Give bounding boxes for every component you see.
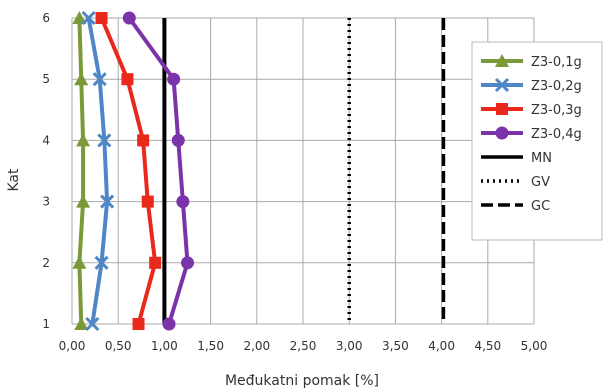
x-tick-label: 3,00 [336, 339, 363, 353]
grid [71, 17, 535, 325]
x-tick-label: 1,50 [197, 339, 224, 353]
legend: Z3-0,1g Z3-0,2g Z3-0,3g Z3-0,4g MN GV GC [471, 41, 603, 241]
data-point [74, 317, 89, 330]
legend-marker [496, 103, 508, 115]
data-point [81, 10, 96, 26]
x-tick-label: 0,00 [59, 339, 86, 353]
x-axis-title: Međukatni pomak [%] [225, 373, 379, 389]
data-point [85, 316, 100, 332]
legend-item: GC [481, 199, 550, 214]
y-tick-label: 4 [42, 133, 50, 147]
x-tick-label: 5,00 [521, 339, 548, 353]
legend-item: MN [481, 151, 552, 166]
legend-label: GC [531, 199, 550, 214]
legend-label: MN [531, 151, 552, 166]
x-tick-label: 4,00 [428, 339, 455, 353]
x-tick-label: 1,00 [151, 339, 178, 353]
data-point [171, 133, 185, 147]
data-point [181, 256, 194, 270]
y-axis-title: Kat [6, 168, 22, 192]
limit-lines [162, 18, 446, 324]
series-Z3-0,2g [81, 10, 115, 332]
data-point [141, 195, 154, 208]
series-line [77, 17, 86, 325]
data-point [94, 255, 109, 270]
data-point [76, 194, 91, 208]
data-point [72, 11, 87, 24]
data-point [76, 133, 91, 147]
legend-marker [495, 126, 509, 140]
legend-box [471, 41, 603, 241]
legend-marker [495, 54, 509, 67]
series-line [86, 17, 110, 325]
data-point [74, 72, 89, 86]
series-layer [72, 10, 194, 332]
data-point [122, 11, 136, 25]
y-tick-label: 2 [42, 256, 50, 270]
series-Z3-0,3g [95, 12, 162, 330]
x-tick-label: 2,00 [243, 339, 270, 353]
y-tick-label: 5 [42, 72, 50, 86]
series-Z3-0,1g [72, 11, 91, 330]
data-point [95, 12, 108, 24]
series-line [99, 17, 158, 325]
legend-item: Z3-0,3g [481, 103, 582, 118]
y-tick-label: 3 [42, 195, 50, 209]
y-tick-label: 6 [42, 11, 50, 25]
data-point [149, 256, 162, 269]
data-point [92, 72, 107, 87]
legend-item: Z3-0,4g [481, 126, 582, 142]
x-tick-label: 4,50 [474, 339, 501, 353]
legend-item: Z3-0,1g [481, 54, 582, 70]
legend-label: Z3-0,1g [531, 55, 582, 70]
legend-label: Z3-0,2g [531, 79, 582, 94]
data-point [167, 72, 181, 86]
x-tick-label: 2,50 [290, 339, 317, 353]
series-line [127, 16, 190, 325]
legend-label: Z3-0,3g [531, 103, 582, 118]
x-tick-label: 3,50 [382, 339, 409, 353]
legend-marker [494, 77, 510, 93]
legend-label: GV [531, 175, 550, 190]
y-tick-labels: 1 2 3 4 5 6 [42, 11, 50, 331]
data-point [121, 73, 134, 86]
data-point [132, 318, 145, 330]
data-point [162, 317, 176, 331]
y-tick-label: 1 [42, 317, 50, 331]
data-point [97, 133, 112, 148]
series-Z3-0,4g [122, 11, 194, 331]
legend-item: GV [481, 175, 550, 190]
data-point [137, 134, 150, 147]
legend-item: Z3-0,2g [481, 77, 582, 94]
data-point [72, 255, 87, 269]
x-tick-labels: 0,00 0,50 1,00 1,50 2,00 2,50 3,00 3,50 4,00 4,50… [59, 339, 548, 353]
legend-label: Z3-0,4g [531, 127, 582, 142]
data-point [100, 194, 115, 209]
x-tick-label: 0,50 [105, 339, 132, 353]
data-point [176, 195, 190, 209]
